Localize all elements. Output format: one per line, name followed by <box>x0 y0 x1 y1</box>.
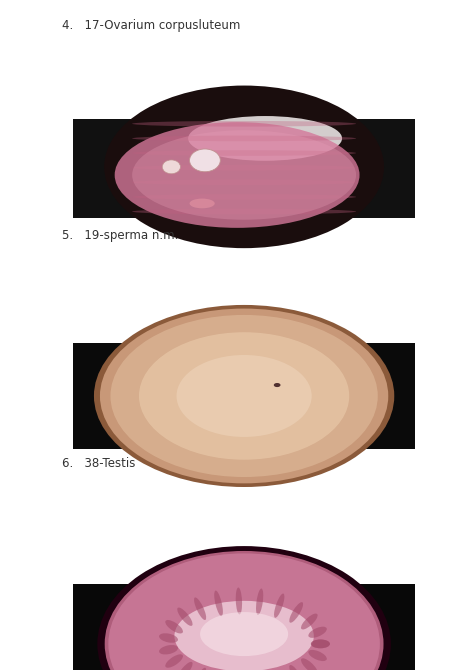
Ellipse shape <box>105 551 383 670</box>
Ellipse shape <box>311 639 330 649</box>
Ellipse shape <box>159 633 178 643</box>
Ellipse shape <box>301 614 318 629</box>
Ellipse shape <box>309 626 327 638</box>
Ellipse shape <box>97 546 391 670</box>
Ellipse shape <box>309 650 327 661</box>
Text: 5.   19-sperma n.m.: 5. 19-sperma n.m. <box>62 229 178 242</box>
Text: 4.   17-Ovarium corpusluteum: 4. 17-Ovarium corpusluteum <box>62 19 240 31</box>
Ellipse shape <box>132 130 356 220</box>
Ellipse shape <box>115 122 360 228</box>
Ellipse shape <box>132 150 356 156</box>
Ellipse shape <box>214 590 223 616</box>
Ellipse shape <box>311 639 330 649</box>
Ellipse shape <box>132 165 356 171</box>
Ellipse shape <box>109 553 380 670</box>
Ellipse shape <box>177 662 192 670</box>
Ellipse shape <box>190 198 215 208</box>
Ellipse shape <box>132 180 356 185</box>
Ellipse shape <box>200 612 288 656</box>
Ellipse shape <box>132 121 356 127</box>
Ellipse shape <box>165 620 183 633</box>
FancyBboxPatch shape <box>73 343 415 449</box>
Ellipse shape <box>177 608 192 626</box>
Ellipse shape <box>256 588 263 615</box>
Ellipse shape <box>236 588 242 614</box>
Ellipse shape <box>194 668 206 670</box>
Ellipse shape <box>100 309 388 483</box>
Ellipse shape <box>274 594 284 618</box>
Ellipse shape <box>110 315 378 477</box>
Ellipse shape <box>94 305 394 487</box>
Ellipse shape <box>162 160 181 174</box>
Ellipse shape <box>132 194 356 200</box>
Text: 6.   38-Testis: 6. 38-Testis <box>62 457 135 470</box>
Ellipse shape <box>139 332 349 460</box>
Ellipse shape <box>188 116 342 161</box>
FancyBboxPatch shape <box>73 584 415 670</box>
FancyBboxPatch shape <box>73 119 415 218</box>
Ellipse shape <box>176 355 312 437</box>
Ellipse shape <box>289 665 303 670</box>
Ellipse shape <box>132 209 356 214</box>
Ellipse shape <box>190 149 220 172</box>
Ellipse shape <box>194 598 206 620</box>
Ellipse shape <box>301 659 318 670</box>
Ellipse shape <box>174 601 314 670</box>
Ellipse shape <box>274 383 281 387</box>
Ellipse shape <box>132 135 356 141</box>
Ellipse shape <box>104 86 384 248</box>
Ellipse shape <box>289 602 303 622</box>
Ellipse shape <box>159 645 178 655</box>
Ellipse shape <box>165 655 183 668</box>
